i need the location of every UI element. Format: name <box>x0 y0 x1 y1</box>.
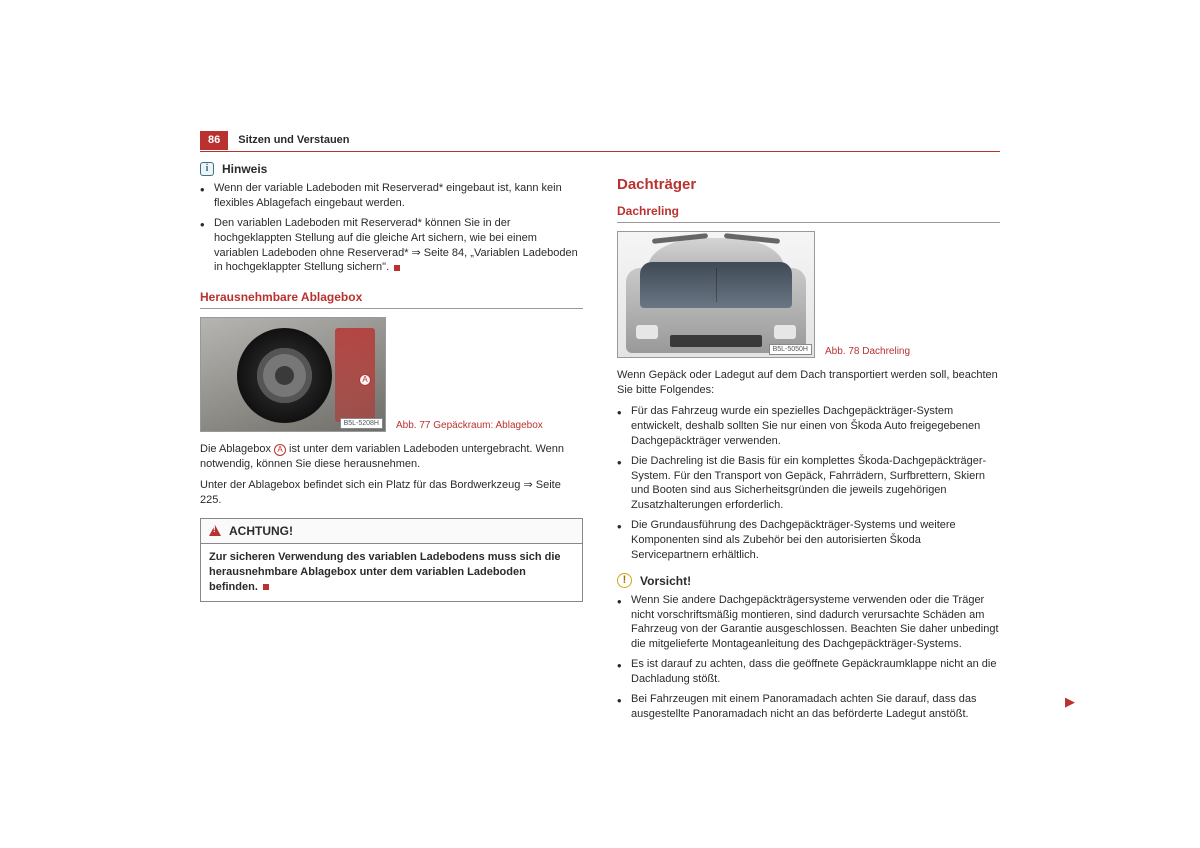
end-marker-icon <box>263 584 269 590</box>
h2-heading: Dachreling <box>617 203 1000 223</box>
list-item: Wenn der variable Ladeboden mit Reserver… <box>200 181 583 211</box>
caution-heading: ! Vorsicht! <box>617 573 1000 589</box>
list-item: Wenn Sie andere Dachgepäckträgersysteme … <box>617 593 1000 652</box>
end-marker-icon <box>394 265 400 271</box>
figure-78: B5L-5050H Abb. 78 Dachreling <box>617 231 1000 358</box>
list-item: Für das Fahrzeug wurde ein spezielles Da… <box>617 404 1000 449</box>
figure-badge: B5L-5208H <box>340 418 383 429</box>
note-bullets: Wenn der variable Ladeboden mit Reserver… <box>200 181 583 275</box>
caution-label: Vorsicht! <box>640 573 691 589</box>
list-item: Den variablen Ladeboden mit Reserverad* … <box>200 216 583 275</box>
section-heading: Herausnehmbare Ablagebox <box>200 289 583 309</box>
list-item: Die Dachreling ist die Basis für ein kom… <box>617 454 1000 513</box>
right-column: Dachträger Dachreling B5L-5050H Abb. 78 … <box>617 161 1000 727</box>
bullet-text: Wenn der variable Ladeboden mit Reserver… <box>214 182 562 209</box>
body-text: Unter der Ablagebox befindet sich ein Pl… <box>200 478 583 508</box>
page-header: 86 Sitzen und Verstauen <box>200 131 1000 152</box>
left-column: i Hinweis Wenn der variable Ladeboden mi… <box>200 161 583 727</box>
note-label: Hinweis <box>222 161 267 177</box>
figure-77-image: A B5L-5208H <box>200 317 386 432</box>
ref-a-icon: A <box>274 444 286 456</box>
warning-heading: ACHTUNG! <box>201 519 582 544</box>
info-icon: i <box>200 162 214 176</box>
body-text: Wenn Gepäck oder Ladegut auf dem Dach tr… <box>617 368 1000 398</box>
warning-triangle-icon <box>209 525 221 536</box>
body-text: Die Ablagebox A ist unter dem variablen … <box>200 442 583 472</box>
figure-77: A B5L-5208H Abb. 77 Gepäckraum: Ablagebo… <box>200 317 583 432</box>
continue-arrow-icon: ▶ <box>1065 693 1075 711</box>
callout-a-icon: A <box>359 374 371 386</box>
caution-bullets: Wenn Sie andere Dachgepäckträgersysteme … <box>617 593 1000 722</box>
list-item: Bei Fahrzeugen mit einem Panoramadach ac… <box>617 692 1000 722</box>
figure-77-caption: Abb. 77 Gepäckraum: Ablagebox <box>396 419 543 433</box>
list-item: Es ist darauf zu achten, dass die geöffn… <box>617 657 1000 687</box>
text: Die Ablagebox <box>200 443 274 455</box>
warning-label: ACHTUNG! <box>229 523 293 539</box>
caution-icon: ! <box>617 573 632 588</box>
figure-78-caption: Abb. 78 Dachreling <box>825 345 910 359</box>
h1-heading: Dachträger <box>617 175 1000 195</box>
list-item: Die Grundausführung des Dachgepäckträger… <box>617 518 1000 563</box>
figure-badge: B5L-5050H <box>769 344 812 355</box>
page-number: 86 <box>200 131 228 150</box>
warning-box: ACHTUNG! Zur sicheren Verwendung des var… <box>200 518 583 602</box>
info-bullets: Für das Fahrzeug wurde ein spezielles Da… <box>617 404 1000 562</box>
text: Zur sicheren Verwendung des variablen La… <box>209 551 561 593</box>
warning-body: Zur sicheren Verwendung des variablen La… <box>201 544 582 601</box>
note-heading: i Hinweis <box>200 161 583 177</box>
chapter-title: Sitzen und Verstauen <box>238 133 349 148</box>
figure-78-image: B5L-5050H <box>617 231 815 358</box>
